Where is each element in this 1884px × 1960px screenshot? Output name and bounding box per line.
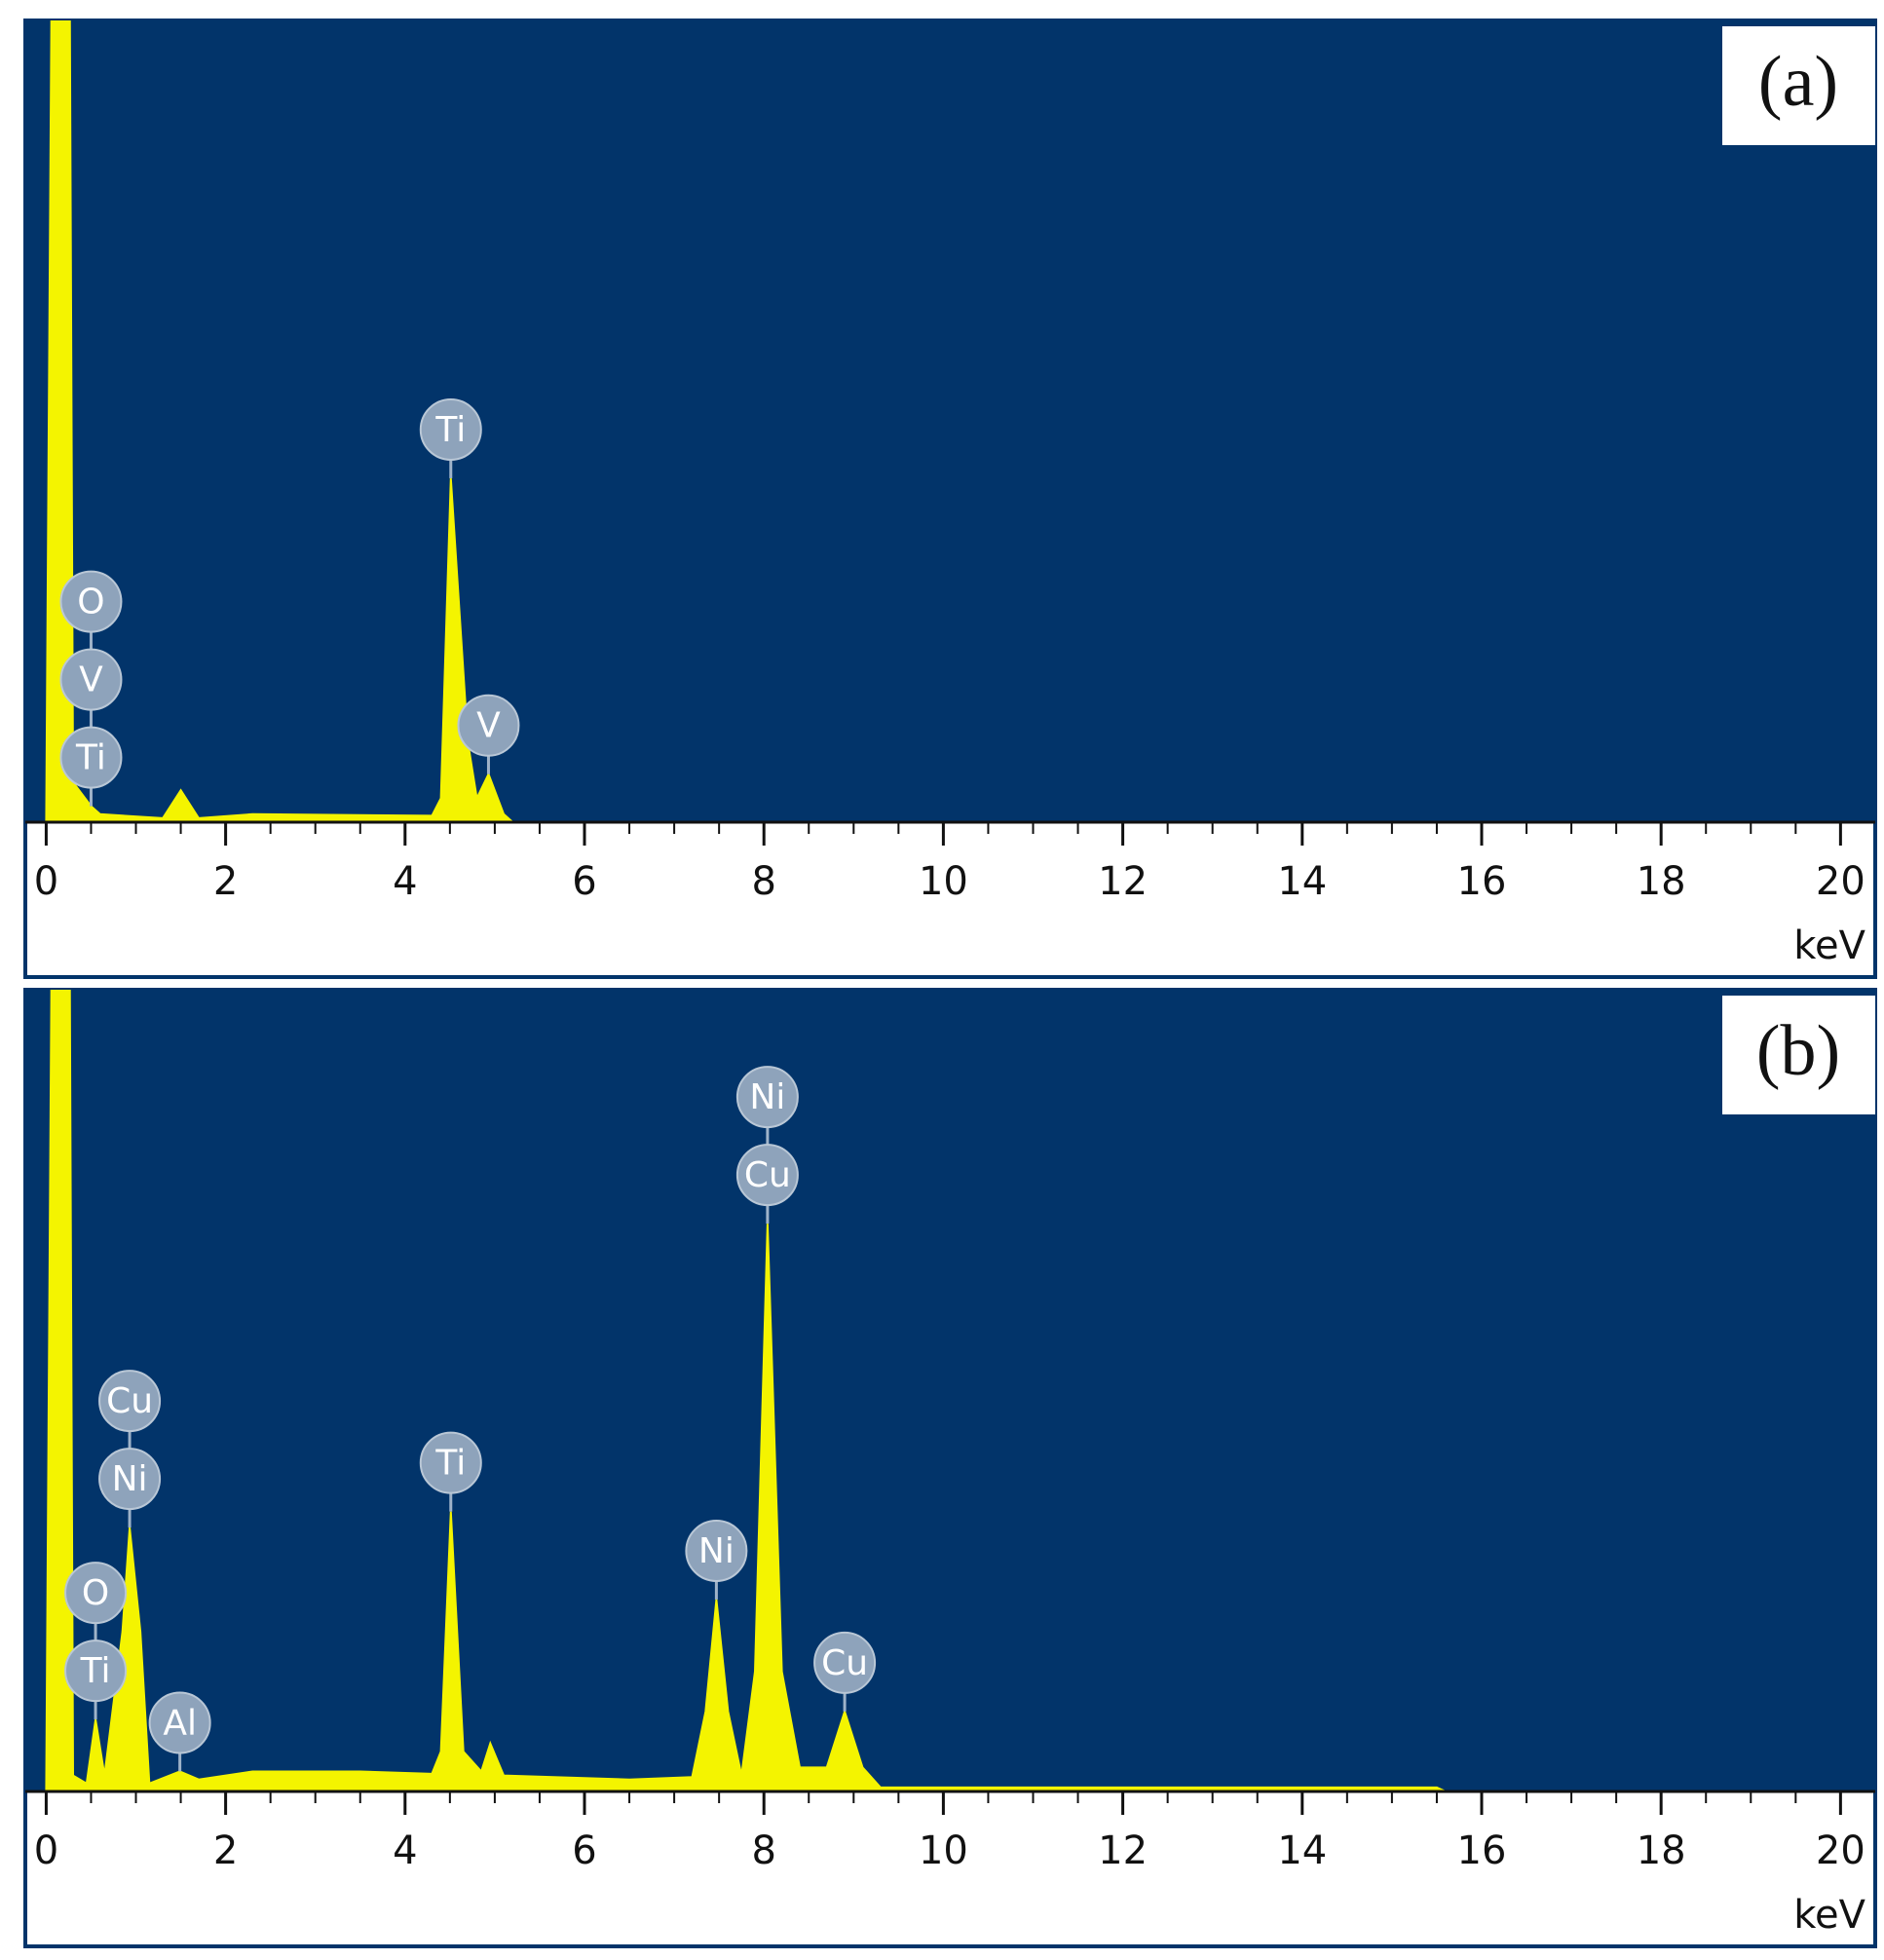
x-tick-label: 14 <box>1277 859 1327 904</box>
x-tick-label: 20 <box>1816 1828 1865 1873</box>
x-tick-label: 0 <box>34 859 58 904</box>
panel: 0 2 4 6 8 10 12 14 16 18 20 keV (b) Ti O Ni Cu Al Ti Ni Cu Ni… <box>23 988 1877 1948</box>
x-tick-label: 16 <box>1457 1828 1507 1873</box>
x-tick-label: 4 <box>393 859 417 904</box>
element-marker <box>98 1370 162 1433</box>
x-tick-label: 6 <box>572 859 596 904</box>
x-tick-label: 8 <box>751 1828 775 1873</box>
plot-background <box>25 990 1875 1791</box>
x-axis-label: keV <box>1793 923 1865 968</box>
element-marker <box>64 1562 128 1625</box>
panel-label: (b) <box>1756 1011 1840 1091</box>
element-marker <box>685 1519 748 1582</box>
x-tick-label: 6 <box>572 1828 596 1873</box>
element-marker <box>148 1691 211 1754</box>
spectrum-area <box>45 20 1841 822</box>
x-tick-label: 4 <box>393 1828 417 1873</box>
x-tick-label: 12 <box>1098 859 1148 904</box>
x-tick-label: 10 <box>919 859 968 904</box>
element-marker <box>59 726 123 789</box>
x-axis-label: keV <box>1793 1893 1865 1938</box>
panel-label: (a) <box>1758 42 1838 122</box>
element-marker <box>735 1144 799 1207</box>
element-label: O <box>82 1573 109 1613</box>
element-label: V <box>79 660 103 700</box>
element-marker <box>735 1066 799 1129</box>
x-tick-label: 18 <box>1637 859 1686 904</box>
x-tick-label: 10 <box>919 1828 968 1873</box>
element-label: O <box>77 583 104 622</box>
panel-label-box <box>1722 26 1875 145</box>
element-marker <box>98 1448 162 1511</box>
element-label: Ti <box>80 1651 111 1691</box>
element-marker <box>457 694 520 757</box>
element-label: Cu <box>744 1155 791 1195</box>
x-tick-label: 12 <box>1098 1828 1148 1873</box>
element-marker <box>419 397 482 461</box>
x-tick-label: 2 <box>213 1828 238 1873</box>
x-tick-label: 2 <box>213 859 238 904</box>
element-marker <box>59 570 123 633</box>
element-label: Ni <box>698 1531 735 1571</box>
x-tick-label: 0 <box>34 1828 58 1873</box>
element-label: Ti <box>75 738 106 778</box>
element-label: Ti <box>434 1444 466 1484</box>
element-label: Cu <box>106 1381 153 1421</box>
element-marker <box>64 1640 128 1703</box>
x-tick-label: 8 <box>751 859 775 904</box>
plot-background <box>25 20 1875 822</box>
element-marker <box>813 1631 877 1694</box>
element-label: V <box>476 706 501 746</box>
x-tick-label: 16 <box>1457 859 1507 904</box>
x-tick-label: 20 <box>1816 859 1865 904</box>
x-tick-label: 14 <box>1277 1828 1327 1873</box>
element-label: Ni <box>112 1459 148 1499</box>
x-tick-label: 18 <box>1637 1828 1686 1873</box>
element-label: Ti <box>434 410 466 450</box>
element-marker <box>59 648 123 711</box>
element-marker <box>419 1431 482 1494</box>
element-label: Ni <box>749 1077 785 1117</box>
element-label: Cu <box>821 1643 868 1683</box>
element-label: Al <box>163 1703 197 1743</box>
panel-label-box <box>1722 996 1875 1114</box>
